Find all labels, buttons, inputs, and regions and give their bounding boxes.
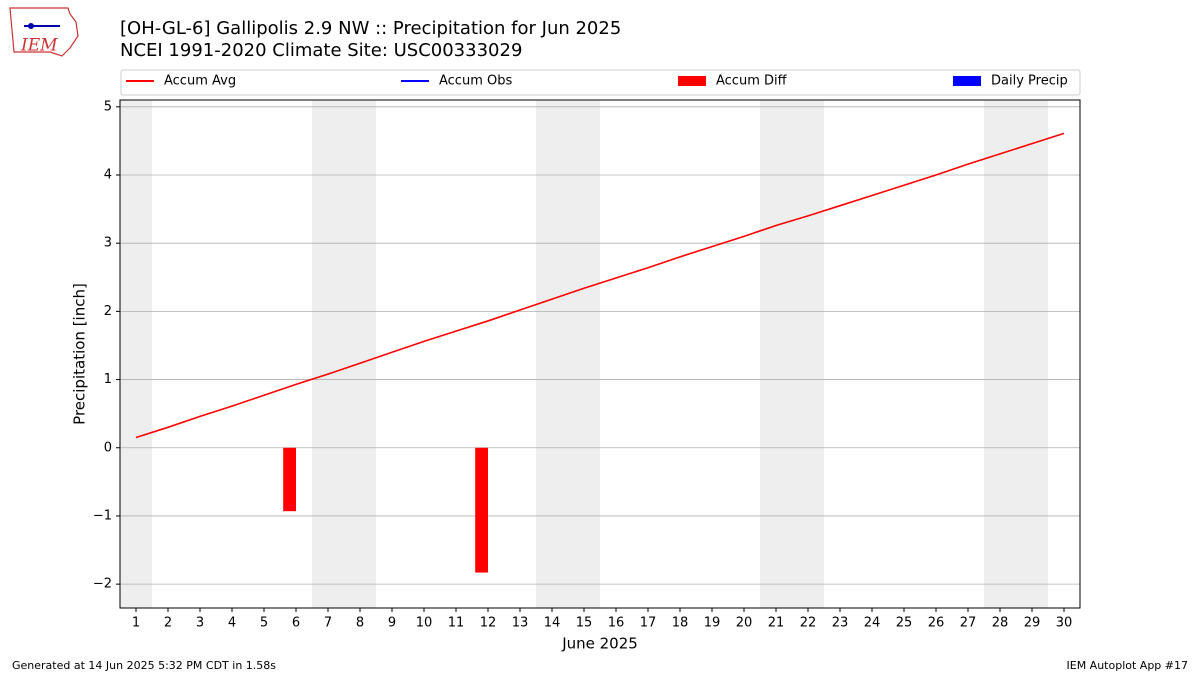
x-tick-label: 4: [228, 616, 236, 631]
x-tick-label: 17: [640, 616, 657, 631]
weekend-shade: [344, 100, 376, 608]
x-tick-label: 29: [1024, 616, 1041, 631]
logo: IEM: [9, 7, 79, 57]
x-tick-label: 7: [324, 616, 332, 631]
x-tick-label: 12: [480, 616, 497, 631]
y-tick-label: −1: [93, 508, 112, 523]
x-tick-label: 19: [704, 616, 721, 631]
x-tick-label: 10: [416, 616, 433, 631]
y-tick-label: 1: [104, 372, 112, 387]
weekend-shade: [984, 100, 1016, 608]
x-tick-label: 9: [388, 616, 396, 631]
weekend-shade: [792, 100, 824, 608]
y-tick-label: 5: [104, 99, 112, 114]
x-tick-label: 2: [164, 616, 172, 631]
bar: [475, 447, 488, 573]
weekend-shade: [1016, 100, 1048, 608]
weekend-shade: [536, 100, 568, 608]
weekend-shade: [120, 100, 152, 608]
logo-text: IEM: [20, 36, 58, 56]
y-tick-label: 0: [104, 440, 112, 455]
weekend-shade: [568, 100, 600, 608]
legend-swatch: [678, 76, 706, 86]
chart-title: [OH-GL-6] Gallipolis 2.9 NW :: Precipita…: [120, 18, 621, 39]
plot-frame: [119, 99, 1081, 609]
legend-label: Accum Avg: [164, 74, 236, 89]
x-tick-label: 30: [1056, 616, 1073, 631]
y-tick-label: 4: [104, 168, 112, 183]
x-tick-label: 8: [356, 616, 364, 631]
x-tick-label: 20: [736, 616, 753, 631]
x-tick-label: 6: [292, 616, 300, 631]
footer-left: Generated at 14 Jun 2025 5:32 PM CDT in …: [12, 659, 276, 672]
x-tick-label: 13: [512, 616, 529, 631]
x-tick-label: 24: [864, 616, 881, 631]
y-axis-label: Precipitation [inch]: [71, 283, 89, 425]
y-tick-label: 3: [104, 236, 112, 251]
x-tick-label: 1: [132, 616, 140, 631]
weekend-shade: [760, 100, 792, 608]
x-tick-label: 14: [544, 616, 561, 631]
logo-shape: [9, 7, 79, 57]
legend-box: [120, 69, 1081, 96]
footer-right: IEM Autoplot App #17: [1067, 659, 1189, 672]
legend-label: Daily Precip: [991, 74, 1068, 89]
x-tick-label: 26: [928, 616, 945, 631]
x-tick-label: 25: [896, 616, 913, 631]
x-tick-label: 15: [576, 616, 593, 631]
bar: [283, 447, 296, 512]
x-tick-label: 21: [768, 616, 785, 631]
x-tick-label: 5: [260, 616, 268, 631]
x-axis-label: June 2025: [561, 635, 638, 653]
x-tick-label: 28: [992, 616, 1009, 631]
x-tick-label: 27: [960, 616, 977, 631]
legend-label: Accum Obs: [439, 74, 512, 89]
x-tick-label: 3: [196, 616, 204, 631]
accum-line: [135, 132, 1065, 439]
weekend-shade: [312, 100, 344, 608]
chart-subtitle: NCEI 1991-2020 Climate Site: USC00333029: [120, 40, 522, 61]
y-tick-label: 2: [104, 304, 112, 319]
x-tick-label: 16: [608, 616, 625, 631]
x-tick-label: 22: [800, 616, 817, 631]
y-tick-label: −2: [93, 577, 112, 592]
legend-swatch: [953, 76, 981, 86]
x-tick-label: 11: [448, 616, 465, 631]
x-tick-label: 23: [832, 616, 849, 631]
legend-label: Accum Diff: [716, 74, 788, 89]
x-tick-label: 18: [672, 616, 689, 631]
